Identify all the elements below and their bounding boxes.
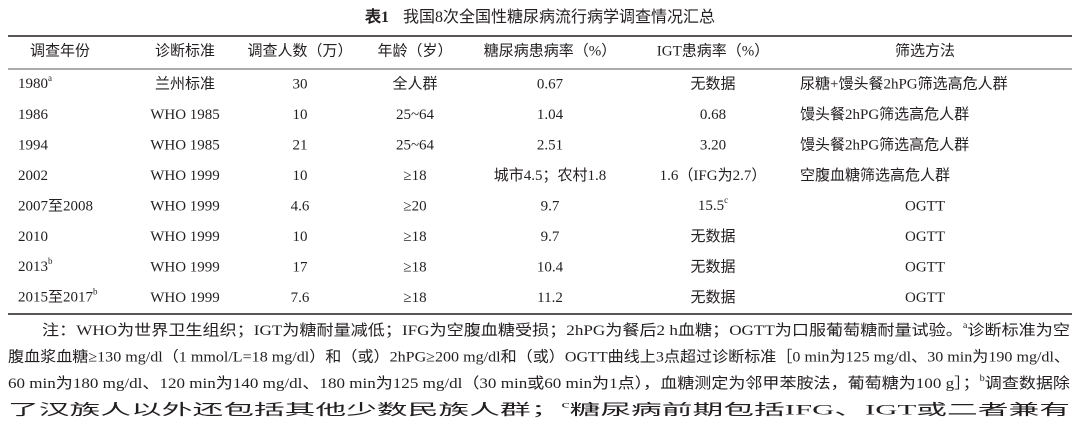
table-cell: 1994 [18, 137, 49, 153]
note-line: 了汉族人以外还包括其他少数民族人群； c 糖尿病前期包括IFG、IGT或二者兼有 [8, 400, 1070, 419]
table-cell: ≥18 [403, 168, 426, 184]
header-cell: 筛选方法 [895, 42, 955, 59]
table-cell: 10 [293, 168, 308, 184]
table-cell: ≥20 [403, 198, 426, 214]
table-cell: OGTT [905, 229, 945, 245]
table-cell: WHO 1999 [150, 168, 220, 184]
table-cell: ≥18 [403, 290, 426, 306]
table-cell: 30 [293, 76, 308, 92]
table-cell: 尿糖+馒头餐2hPG筛选高危人群 [800, 75, 1008, 92]
table-cell: 城市4.5；农村1.8 [494, 167, 607, 184]
table-cell: OGTT [905, 290, 945, 306]
header-cell: 诊断标准 [155, 42, 215, 59]
note-text: 诊断标准为空 [967, 322, 1070, 339]
table-cell: WHO 1999 [150, 198, 220, 214]
table-cell: 1.04 [537, 107, 564, 123]
table-cell: 2.51 [537, 137, 563, 153]
table-cell: 9.7 [541, 198, 560, 214]
header-cell: IGT患病率（%） [657, 42, 770, 59]
table-cell: OGTT [905, 259, 945, 275]
note-text: 60 min为180 mg/dl、120 min为140 mg/dl、180 m… [8, 375, 980, 392]
cell-text: 2013 [18, 259, 48, 275]
table-cell: 全人群 [392, 74, 437, 92]
table-cell: WHO 1999 [150, 259, 220, 275]
superscript: b [980, 373, 986, 383]
title-text: 我国8次全国性糖尿病流行病学调查情况汇总 [403, 8, 715, 26]
table-cell: 无数据 [690, 289, 735, 306]
table-cell: 无数据 [690, 228, 735, 245]
table-cell: 25~64 [396, 107, 435, 123]
table-cell: 10 [293, 107, 308, 123]
note-text: 腹血浆血糖≥130 mg/dl（1 mmol/L=18 mg/dl）和（或）2h… [8, 348, 1070, 366]
table-cell: ≥18 [403, 229, 426, 245]
table-cell: 11.2 [537, 290, 563, 306]
table-cell: 0.67 [537, 76, 564, 92]
note-text: 了汉族人以外还包括其他少数民族人群； [8, 402, 561, 419]
table-cell: 馒头餐2hPG筛选高危人群 [800, 136, 969, 153]
cell-text: 1980 [18, 76, 48, 92]
table-cell: WHO 1985 [150, 107, 220, 123]
table-cell: 无数据 [690, 75, 735, 92]
header-cell: 调查人数（万） [247, 42, 352, 59]
table-cell: 兰州标准 [155, 75, 215, 92]
table-cell: 7.6 [291, 290, 310, 306]
table-cell: 9.7 [541, 229, 560, 245]
table-title: 表1 我国8次全国性糖尿病流行病学调查情况汇总 [364, 7, 715, 26]
table-cell: 2010 [18, 229, 48, 245]
table-cell: 4.6 [291, 198, 310, 214]
header-cell: 糖尿病患病率（%） [484, 42, 617, 59]
table-cell: 10 [293, 229, 308, 245]
table-cell: 21 [293, 137, 308, 153]
table-cell: 25~64 [396, 137, 435, 153]
table-cell: 2013b [18, 256, 53, 275]
note-text: 糖尿病前期包括IFG、IGT或二者兼有 [570, 402, 1070, 419]
table-cell: 1986 [18, 107, 49, 123]
table-cell: 1.6（IFG为2.7） [660, 167, 767, 184]
table-cell: 10.4 [537, 259, 564, 275]
table-cell: 0.68 [700, 107, 726, 123]
superscript: a [48, 73, 52, 83]
table-cell: 2002 [18, 168, 48, 184]
table-cell: WHO 1999 [150, 290, 220, 306]
table-cell: 17 [293, 259, 309, 275]
cell-text: 15.5 [698, 198, 724, 214]
table-cell: 1980a [18, 73, 52, 92]
table-cell: 15.5c [698, 195, 728, 214]
superscript: b [93, 287, 98, 297]
table-cell: OGTT [905, 198, 945, 214]
table-cell: 3.20 [700, 137, 726, 153]
table-cell: ≥18 [403, 259, 426, 275]
table-cell: 2007至2008 [18, 198, 93, 214]
header-cell: 年龄（岁） [377, 42, 452, 59]
note-line: 腹血浆血糖≥130 mg/dl（1 mmol/L=18 mg/dl）和（或）2h… [8, 348, 1070, 366]
header-cell: 调查年份 [30, 42, 90, 59]
table-cell: 2015至2017b [18, 287, 98, 306]
table-cell: 馒头餐2hPG筛选高危人群 [800, 106, 969, 123]
note-line: 60 min为180 mg/dl、120 min为140 mg/dl、180 m… [8, 373, 1070, 392]
note-text: 注：WHO为世界卫生组织；IGT为糖耐量减低；IFG为空腹血糖受损；2hPG为餐… [42, 322, 963, 339]
superscript: b [48, 256, 53, 266]
table-cell: 无数据 [690, 258, 735, 275]
cell-text: 2015至2017 [18, 290, 94, 306]
superscript: c [724, 195, 728, 205]
superscript: c [561, 400, 569, 410]
table-cell: WHO 1999 [150, 229, 220, 245]
table-cell: 空腹血糖筛选高危人群 [800, 167, 950, 184]
note-text: 调查数据除 [985, 375, 1070, 392]
title-label: 表1 [364, 7, 389, 26]
superscript: a [963, 320, 968, 330]
table-cell: WHO 1985 [150, 137, 220, 153]
note-line: 注：WHO为世界卫生组织；IGT为糖耐量减低；IFG为空腹血糖受损；2hPG为餐… [42, 320, 1070, 339]
